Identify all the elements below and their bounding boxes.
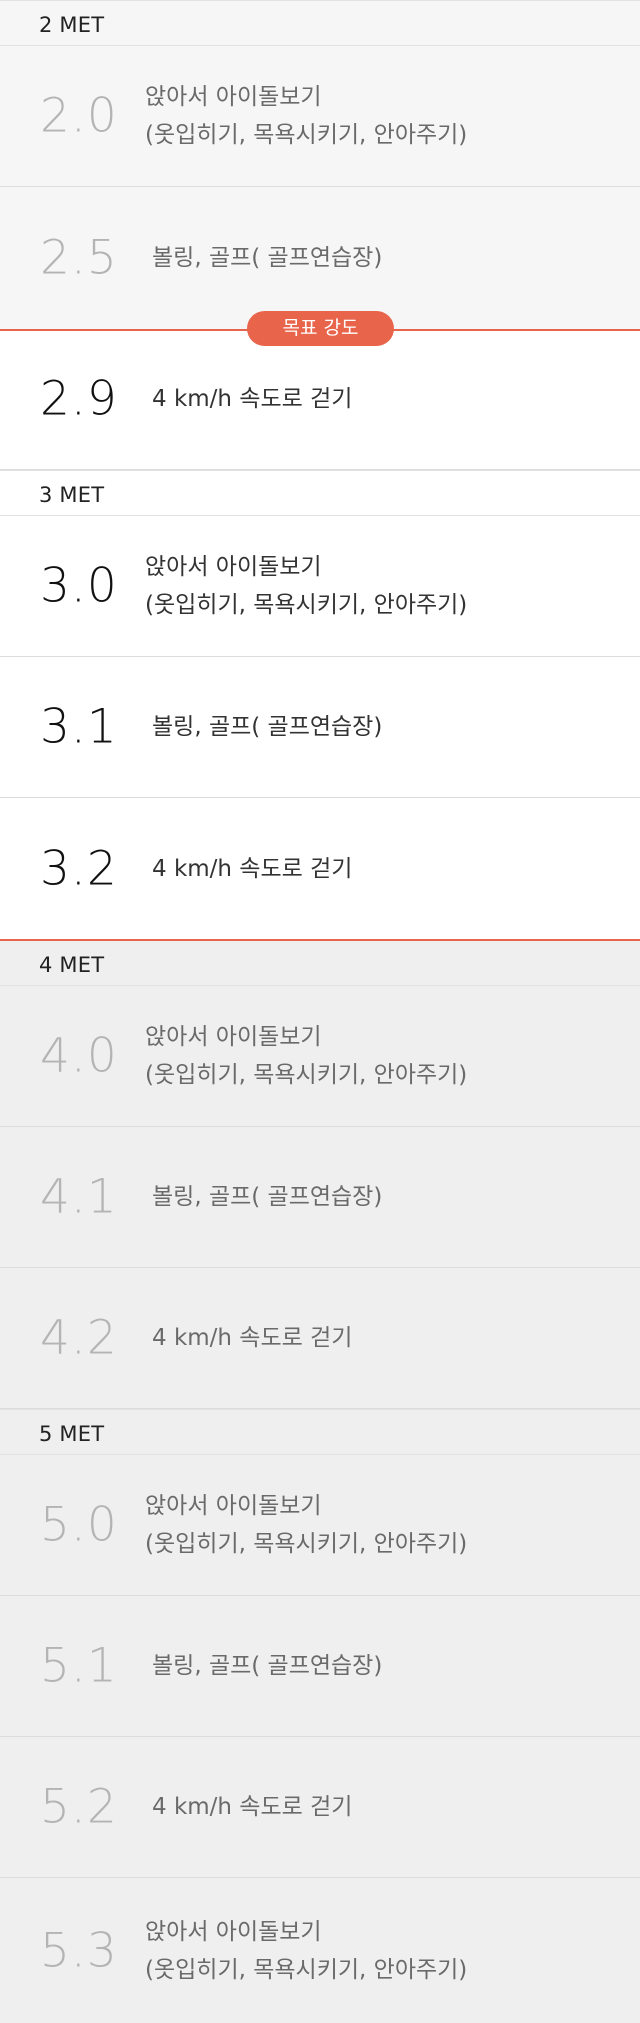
- met-value: 5.2: [40, 1779, 118, 1835]
- section-header-label: 2 MET: [39, 13, 105, 37]
- list-item[interactable]: 3.1 볼링, 골프( 골프연습장): [0, 657, 640, 798]
- activity-line: 볼링, 골프( 골프연습장): [152, 714, 383, 740]
- activity-line: 앉아서 아이돌보기: [145, 554, 322, 580]
- activity-description: 볼링, 골프( 골프연습장): [152, 708, 382, 746]
- activity-description: 앉아서 아이돌보기 (옷입히기, 목욕시키기, 안아주기): [145, 1487, 467, 1563]
- list-item[interactable]: 5.2 4 km/h 속도로 걷기: [0, 1737, 640, 1878]
- activity-line: 볼링, 골프( 골프연습장): [152, 245, 383, 271]
- activity-description: 4 km/h 속도로 걷기: [152, 850, 352, 888]
- met-value: 3.1: [40, 699, 118, 755]
- activity-line: 볼링, 골프( 골프연습장): [152, 1184, 383, 1210]
- activity-description: 앉아서 아이돌보기 (옷입히기, 목욕시키기, 안아주기): [145, 78, 467, 154]
- met-value: 2.5: [40, 230, 118, 286]
- list-item[interactable]: 3.0 앉아서 아이돌보기 (옷입히기, 목욕시키기, 안아주기): [0, 516, 640, 657]
- activity-line: 4 km/h 속도로 걷기: [152, 386, 353, 412]
- activity-line: (옷입히기, 목욕시키기, 안아주기): [145, 122, 468, 148]
- activity-line: (옷입히기, 목욕시키기, 안아주기): [145, 1531, 468, 1557]
- met-value: 5.3: [40, 1923, 118, 1978]
- activity-line: 4 km/h 속도로 걷기: [152, 856, 353, 882]
- met-value: 3.2: [40, 841, 118, 897]
- met-value: 4.1: [40, 1169, 118, 1225]
- met-value: 2.9: [40, 371, 118, 427]
- list-item[interactable]: 4.1 볼링, 골프( 골프연습장): [0, 1127, 640, 1268]
- activity-line: 볼링, 골프( 골프연습장): [152, 1653, 383, 1679]
- activity-line: 앉아서 아이돌보기: [145, 1024, 322, 1050]
- target-range-bottom-line: [0, 939, 640, 941]
- activity-line: (옷입히기, 목욕시키기, 안아주기): [145, 592, 468, 618]
- activity-line: (옷입히기, 목욕시키기, 안아주기): [145, 1956, 468, 1983]
- section-header-5-met: 5 MET: [0, 1409, 640, 1455]
- section-header-label: 5 MET: [39, 1422, 105, 1446]
- activity-line: 앉아서 아이돌보기: [145, 1493, 322, 1519]
- list-item[interactable]: 2.9 4 km/h 속도로 걷기: [0, 329, 640, 470]
- met-value: 4.2: [40, 1310, 118, 1366]
- list-item[interactable]: 2.5 볼링, 골프( 골프연습장): [0, 187, 640, 329]
- activity-description: 앉아서 아이돌보기 (옷입히기, 목욕시키기, 안아주기): [145, 1018, 467, 1094]
- list-item[interactable]: 5.0 앉아서 아이돌보기 (옷입히기, 목욕시키기, 안아주기): [0, 1455, 640, 1596]
- activity-description: 앉아서 아이돌보기 (옷입히기, 목욕시키기, 안아주기): [145, 1913, 467, 1989]
- list-item[interactable]: 2.0 앉아서 아이돌보기 (옷입히기, 목욕시키기, 안아주기): [0, 46, 640, 187]
- list-item[interactable]: 4.2 4 km/h 속도로 걷기: [0, 1268, 640, 1409]
- activity-line: 4 km/h 속도로 걷기: [152, 1794, 353, 1820]
- activity-line: 앉아서 아이돌보기: [145, 1918, 322, 1945]
- list-item[interactable]: 3.2 4 km/h 속도로 걷기: [0, 798, 640, 940]
- met-value: 5.0: [40, 1497, 118, 1553]
- activity-description: 볼링, 골프( 골프연습장): [152, 1647, 382, 1685]
- activity-line: 앉아서 아이돌보기: [145, 84, 322, 110]
- activity-description: 볼링, 골프( 골프연습장): [152, 1178, 382, 1216]
- met-value: 3.0: [40, 558, 118, 614]
- met-value: 5.1: [40, 1638, 118, 1694]
- activity-line: 4 km/h 속도로 걷기: [152, 1325, 353, 1351]
- list-item[interactable]: 4.0 앉아서 아이돌보기 (옷입히기, 목욕시키기, 안아주기): [0, 986, 640, 1127]
- activity-description: 4 km/h 속도로 걷기: [152, 380, 352, 418]
- section-header-4-met: 4 MET: [0, 940, 640, 986]
- list-item[interactable]: 5.3 앉아서 아이돌보기 (옷입히기, 목욕시키기, 안아주기): [0, 1878, 640, 2023]
- section-header-label: 4 MET: [39, 953, 105, 977]
- activity-line: (옷입히기, 목욕시키기, 안아주기): [145, 1062, 468, 1088]
- activity-description: 볼링, 골프( 골프연습장): [152, 239, 382, 277]
- activity-description: 앉아서 아이돌보기 (옷입히기, 목욕시키기, 안아주기): [145, 548, 467, 624]
- activity-description: 4 km/h 속도로 걷기: [152, 1319, 352, 1357]
- met-value: 4.0: [40, 1028, 118, 1084]
- target-intensity-badge: 목표 강도: [247, 311, 394, 346]
- section-header-3-met: 3 MET: [0, 470, 640, 516]
- section-header-2-met: 2 MET: [0, 0, 640, 46]
- activity-description: 4 km/h 속도로 걷기: [152, 1788, 352, 1826]
- section-header-label: 3 MET: [39, 483, 105, 507]
- met-value: 2.0: [40, 88, 118, 144]
- list-item[interactable]: 5.1 볼링, 골프( 골프연습장): [0, 1596, 640, 1737]
